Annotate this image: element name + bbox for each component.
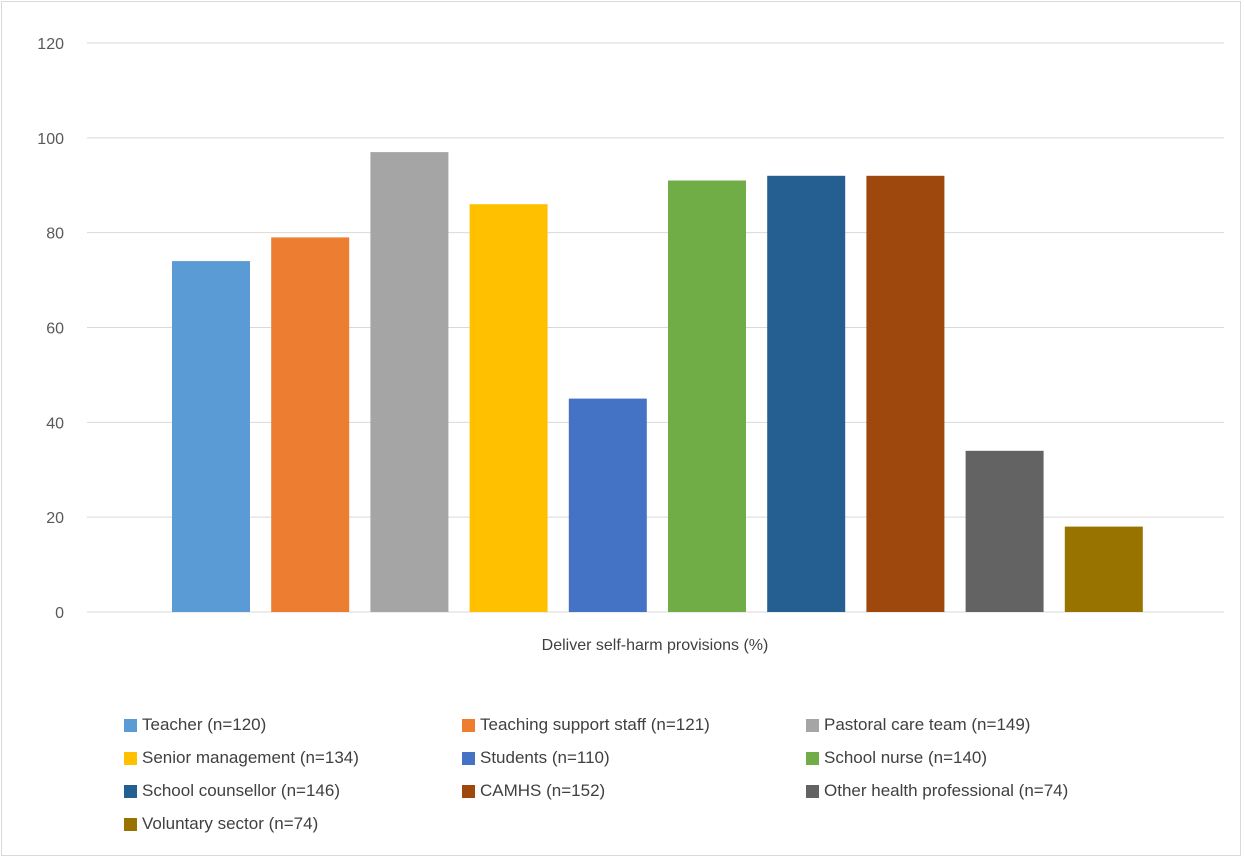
legend-label: Voluntary sector (n=74) xyxy=(142,814,319,833)
bar xyxy=(767,175,846,613)
legend-label: Teacher (n=120) xyxy=(142,715,267,734)
bars xyxy=(172,152,1143,613)
legend-swatch xyxy=(806,784,819,798)
legend-label: Teaching support staff (n=121) xyxy=(480,715,710,734)
legend-swatch xyxy=(124,718,137,732)
legend-swatch xyxy=(806,718,819,732)
legend-item: Voluntary sector (n=74) xyxy=(124,813,318,835)
bar xyxy=(271,237,350,612)
legend-item: Students (n=110) xyxy=(462,747,610,769)
legend-label: Other health professional (n=74) xyxy=(824,781,1069,800)
legend-swatch xyxy=(462,718,475,732)
legend-item: School nurse (n=140) xyxy=(806,747,987,769)
x-axis-title: Deliver self-harm provisions (%) xyxy=(542,637,769,654)
legend-swatch xyxy=(124,751,137,765)
y-tick-label: 20 xyxy=(46,510,64,527)
legend-item: Senior management (n=134) xyxy=(124,747,359,769)
bar xyxy=(568,398,647,612)
y-tick-label: 60 xyxy=(46,321,64,338)
legend-swatch xyxy=(124,784,137,798)
legend-swatch xyxy=(124,817,137,831)
bar xyxy=(866,175,945,613)
legend-item: School counsellor (n=146) xyxy=(124,780,340,802)
legend-label: Senior management (n=134) xyxy=(142,748,359,767)
legend-item: Teaching support staff (n=121) xyxy=(462,714,710,736)
legend-swatch xyxy=(806,751,819,765)
legend-item: CAMHS (n=152) xyxy=(462,780,605,802)
legend-label: School nurse (n=140) xyxy=(824,748,988,767)
bar xyxy=(965,450,1044,612)
legend-swatch xyxy=(462,784,475,798)
bar xyxy=(370,152,449,612)
legend-label: Students (n=110) xyxy=(480,748,610,767)
gridlines xyxy=(87,42,1224,613)
bar xyxy=(668,180,746,612)
bar xyxy=(469,204,548,612)
y-tick-label: 120 xyxy=(37,36,64,53)
legend-swatch xyxy=(462,751,475,765)
y-axis-ticks: 0 20 40 60 80 100 120 xyxy=(37,36,64,622)
y-tick-label: 40 xyxy=(46,415,64,432)
y-tick-label: 80 xyxy=(46,226,64,243)
bar xyxy=(1064,526,1143,612)
legend-item: Pastoral care team (n=149) xyxy=(806,714,1030,736)
legend-label: Pastoral care team (n=149) xyxy=(824,715,1031,734)
legend-item: Other health professional (n=74) xyxy=(806,780,1068,802)
bar xyxy=(172,261,250,612)
y-tick-label: 0 xyxy=(55,605,64,622)
legend-label: School counsellor (n=146) xyxy=(142,781,340,800)
y-tick-label: 100 xyxy=(37,131,64,148)
legend-label: CAMHS (n=152) xyxy=(480,781,606,800)
bar-chart: 0 20 40 60 80 100 120 Deliver self-harm provis… xyxy=(37,36,1224,654)
legend-item: Teacher (n=120) xyxy=(124,714,266,736)
